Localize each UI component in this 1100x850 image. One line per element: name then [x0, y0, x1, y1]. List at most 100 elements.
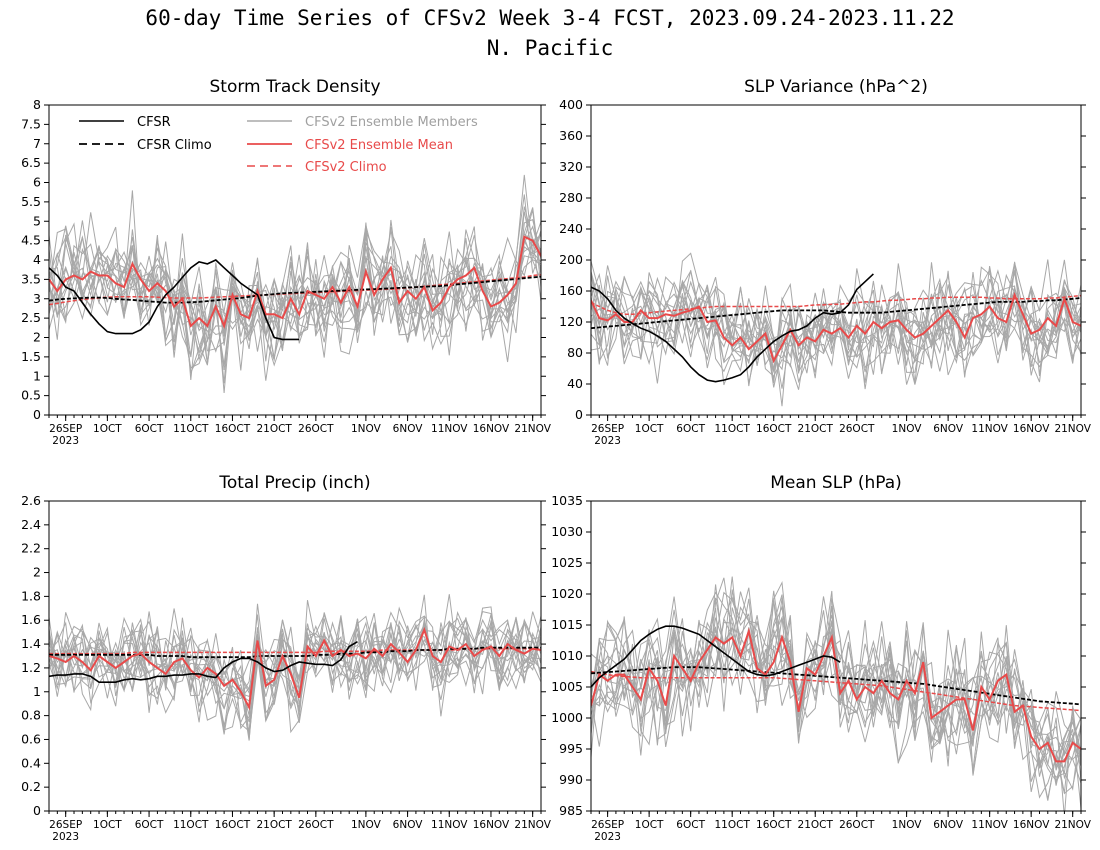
x-tick-label: 6OCT: [135, 819, 164, 831]
y-tick-label: 1015: [551, 617, 583, 632]
x-tick-label: 21OCT: [256, 819, 292, 831]
y-tick-label: 0.4: [21, 755, 41, 770]
x-tick-label: 6NOV: [933, 819, 964, 831]
ensemble-member-line: [49, 209, 541, 364]
y-tick-label: 4: [33, 252, 41, 267]
legend-label-cfsv2-climo: CFSv2 Climo: [305, 160, 387, 175]
x-tick-label: 6OCT: [135, 423, 164, 435]
ensemble-member-line: [49, 225, 541, 362]
x-tick-label: 1NOV: [351, 423, 382, 435]
x-tick-label: 21OCT: [798, 423, 834, 435]
plot-area: [591, 576, 1081, 811]
x-year-label: 2023: [52, 831, 79, 843]
cfsr-climo-line: [591, 297, 1081, 330]
ensemble-member-line: [591, 577, 1081, 811]
x-tick-label: 26SEP: [591, 423, 624, 435]
x-tick-label: 1NOV: [892, 819, 923, 831]
x-tick-label: 11NOV: [431, 423, 468, 435]
ensemble-mean-line: [49, 626, 541, 711]
y-tick-label: 0: [33, 407, 41, 422]
y-tick-label: 1.2: [21, 660, 41, 675]
ensemble-member-line: [49, 619, 541, 723]
ensemble-member-line: [591, 261, 1081, 386]
y-tick-label: 1.6: [21, 612, 41, 627]
cfsv2-climo-line: [591, 670, 1081, 712]
y-tick-label: 990: [559, 772, 583, 787]
y-tick-label: 320: [559, 159, 583, 174]
x-tick-label: 26SEP: [49, 819, 82, 831]
y-tick-label: 7.5: [21, 116, 41, 131]
x-tick-label: 6OCT: [676, 423, 705, 435]
ensemble-member-line: [591, 591, 1081, 794]
y-tick-label: 0.8: [21, 708, 41, 723]
ensemble-member-line: [591, 262, 1081, 384]
x-tick-label: 1NOV: [892, 423, 923, 435]
x-year-label: 2023: [594, 435, 621, 447]
y-tick-label: 2: [33, 330, 41, 345]
y-tick-label: 6: [33, 175, 41, 190]
x-tick-label: 1OCT: [93, 819, 122, 831]
y-tick-label: 80: [567, 345, 583, 360]
chart-panel-3: Total Precip (inch) 0 0.2 0.4 0.6 0.8 1 1.2 1.4 1…: [21, 473, 552, 843]
x-tick-label: 16NOV: [1013, 423, 1050, 435]
cfsr-line: [49, 259, 300, 341]
legend-label-cfsr: CFSR: [137, 115, 171, 130]
y-tick-label: 3: [33, 291, 41, 306]
ensemble-member-line: [591, 280, 1081, 384]
y-tick-label: 0.6: [21, 731, 41, 746]
x-tick-label: 21NOV: [1054, 819, 1091, 831]
plot-area: [591, 252, 1081, 407]
x-tick-label: 6NOV: [393, 819, 424, 831]
x-tick-label: 11OCT: [173, 423, 209, 435]
figure-title: 60-day Time Series of CFSv2 Week 3-4 FCS…: [145, 6, 955, 30]
ensemble-member-line: [49, 600, 541, 741]
x-tick-label: 26OCT: [298, 423, 334, 435]
plot-area: [49, 594, 541, 741]
y-tick-label: 995: [559, 741, 583, 756]
y-tick-label: 3.5: [21, 271, 41, 286]
y-tick-label: 280: [559, 190, 583, 205]
chart-title: Total Precip (inch): [218, 473, 370, 493]
cfsr-line: [49, 641, 358, 684]
ensemble-member-line: [591, 587, 1081, 778]
legend: CFSR CFSR Climo CFSv2 Ensemble Members CFSv…: [79, 115, 478, 175]
ensemble-member-line: [49, 206, 541, 360]
ensemble-member-line: [591, 270, 1081, 381]
x-tick-label: 11OCT: [714, 819, 750, 831]
x-year-label: 2023: [594, 831, 621, 843]
legend-label-members: CFSv2 Ensemble Members: [305, 115, 478, 130]
plot-frame: [48, 500, 542, 812]
y-tick-label: 1000: [551, 710, 583, 725]
x-tick-label: 26SEP: [591, 819, 624, 831]
x-tick-label: 6NOV: [933, 423, 964, 435]
ensemble-member-line: [591, 282, 1081, 387]
plot-area: [49, 174, 541, 394]
y-tick-label: 6.5: [21, 155, 41, 170]
x-tick-label: 11NOV: [971, 423, 1008, 435]
x-tick-label: 16OCT: [756, 819, 792, 831]
x-tick-label: 26OCT: [298, 819, 334, 831]
legend-label-cfsr-climo: CFSR Climo: [137, 138, 212, 153]
y-tick-label: 1035: [551, 493, 583, 508]
y-tick-label: 1.4: [21, 636, 41, 651]
ensemble-member-line: [49, 222, 541, 374]
y-tick-label: 1.8: [21, 588, 41, 603]
x-tick-label: 21OCT: [256, 423, 292, 435]
x-tick-label: 11OCT: [173, 819, 209, 831]
y-tick-label: 2: [33, 565, 41, 580]
y-tick-label: 1010: [551, 648, 583, 663]
cfsr-line: [591, 625, 841, 688]
y-tick-label: 8: [33, 97, 41, 112]
ensemble-member-line: [49, 613, 541, 733]
y-tick-label: 5.5: [21, 194, 41, 209]
y-tick-label: 160: [559, 283, 583, 298]
ensemble-member-line: [49, 594, 541, 721]
x-tick-label: 21NOV: [1054, 423, 1091, 435]
legend-label-ens-mean: CFSv2 Ensemble Mean: [305, 138, 453, 153]
ensemble-member-line: [591, 590, 1081, 801]
x-tick-label: 21NOV: [514, 819, 551, 831]
x-tick-label: 16OCT: [215, 423, 251, 435]
y-tick-label: 400: [559, 97, 583, 112]
